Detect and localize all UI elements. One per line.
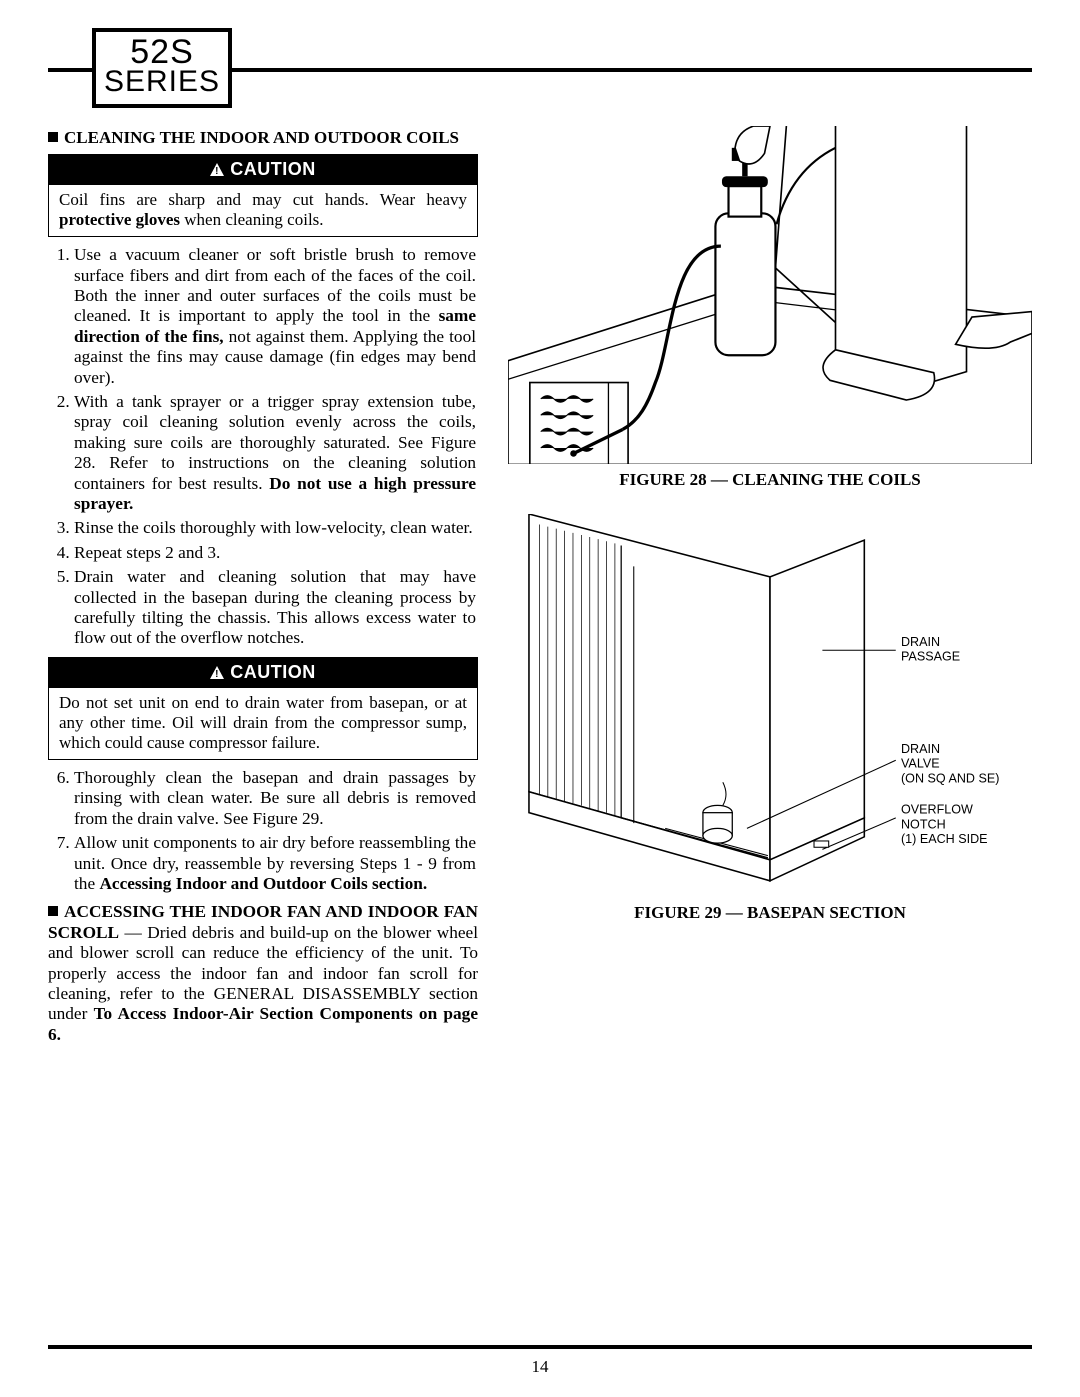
caution-box-1: ! CAUTION Coil fins are sharp and may cu… xyxy=(48,154,478,237)
figure-29-caption: FIGURE 29 — BASEPAN SECTION xyxy=(508,903,1032,923)
fan-scroll-bold: To Access Indoor-Air Section Components … xyxy=(48,1004,478,1043)
logo-line-1: 52S xyxy=(96,36,228,68)
page-number: 14 xyxy=(0,1357,1080,1377)
fig29-label-drain-passage-2: PASSAGE xyxy=(901,650,960,664)
caution-header-2: ! CAUTION xyxy=(49,658,477,688)
fig29-label-drain-valve-3: (ON SQ AND SE) xyxy=(901,772,999,786)
svg-text:!: ! xyxy=(215,166,219,176)
page: 52S SERIES CLEANING THE INDOOR AND OUTDO… xyxy=(0,0,1080,1397)
step-2: With a tank sprayer or a trigger spray e… xyxy=(74,392,478,514)
caution1-post: when cleaning coils. xyxy=(180,210,324,229)
warning-icon: ! xyxy=(210,663,224,684)
right-column: FIGURE 28 — CLEANING THE COILS xyxy=(508,126,1032,1049)
caution-text-1: Coil fins are sharp and may cut hands. W… xyxy=(49,185,477,236)
fig29-label-overflow-3: (1) EACH SIDE xyxy=(901,832,988,846)
section-heading-cleaning-coils: CLEANING THE INDOOR AND OUTDOOR COILS xyxy=(48,128,478,148)
step-3: Rinse the coils thoroughly with low-velo… xyxy=(74,518,478,538)
figure-28-illustration xyxy=(508,126,1032,464)
figure-29-illustration: DRAIN PASSAGE DRAIN VALVE (ON SQ AND SE)… xyxy=(508,514,1032,897)
caution-label-1: CAUTION xyxy=(230,159,316,179)
figure-28-caption: FIGURE 28 — CLEANING THE COILS xyxy=(508,470,1032,490)
logo-line-2: SERIES xyxy=(96,68,228,97)
fig29-label-drain-valve-2: VALVE xyxy=(901,757,940,771)
page-header: 52S SERIES xyxy=(48,28,1032,108)
caution-header-1: ! CAUTION xyxy=(49,155,477,185)
step-4: Repeat steps 2 and 3. xyxy=(74,543,478,563)
svg-text:!: ! xyxy=(215,669,219,679)
step-1: Use a vacuum cleaner or soft bristle bru… xyxy=(74,245,478,388)
fig29-label-drain-valve-1: DRAIN xyxy=(901,742,940,756)
content-columns: CLEANING THE INDOOR AND OUTDOOR COILS ! … xyxy=(48,126,1032,1049)
step-6: Thoroughly clean the basepan and drain p… xyxy=(74,768,478,829)
figure-28: FIGURE 28 — CLEANING THE COILS xyxy=(508,126,1032,490)
steps-list-b: Thoroughly clean the basepan and drain p… xyxy=(48,768,478,894)
fig29-label-overflow-1: OVERFLOW xyxy=(901,803,973,817)
series-logo: 52S SERIES xyxy=(92,28,232,108)
steps-list-a: Use a vacuum cleaner or soft bristle bru… xyxy=(48,245,478,649)
footer-rule xyxy=(48,1345,1032,1349)
fig29-label-drain-passage-1: DRAIN xyxy=(901,635,940,649)
caution-box-2: ! CAUTION Do not set unit on end to drai… xyxy=(48,657,478,760)
section-fan-scroll: ACCESSING THE INDOOR FAN AND INDOOR FAN … xyxy=(48,902,478,1045)
fig29-label-overflow-2: NOTCH xyxy=(901,818,946,832)
caution1-pre: Coil fins are sharp and may cut hands. W… xyxy=(59,190,467,209)
figure-29: DRAIN PASSAGE DRAIN VALVE (ON SQ AND SE)… xyxy=(508,514,1032,923)
warning-icon: ! xyxy=(210,160,224,181)
caution-label-2: CAUTION xyxy=(230,662,316,682)
caution-text-2: Do not set unit on end to drain water fr… xyxy=(49,688,477,759)
caution1-bold: protective gloves xyxy=(59,210,180,229)
step-7: Allow unit components to air dry before … xyxy=(74,833,478,894)
step-5: Drain water and cleaning solution that m… xyxy=(74,567,478,649)
left-column: CLEANING THE INDOOR AND OUTDOOR COILS ! … xyxy=(48,126,478,1049)
